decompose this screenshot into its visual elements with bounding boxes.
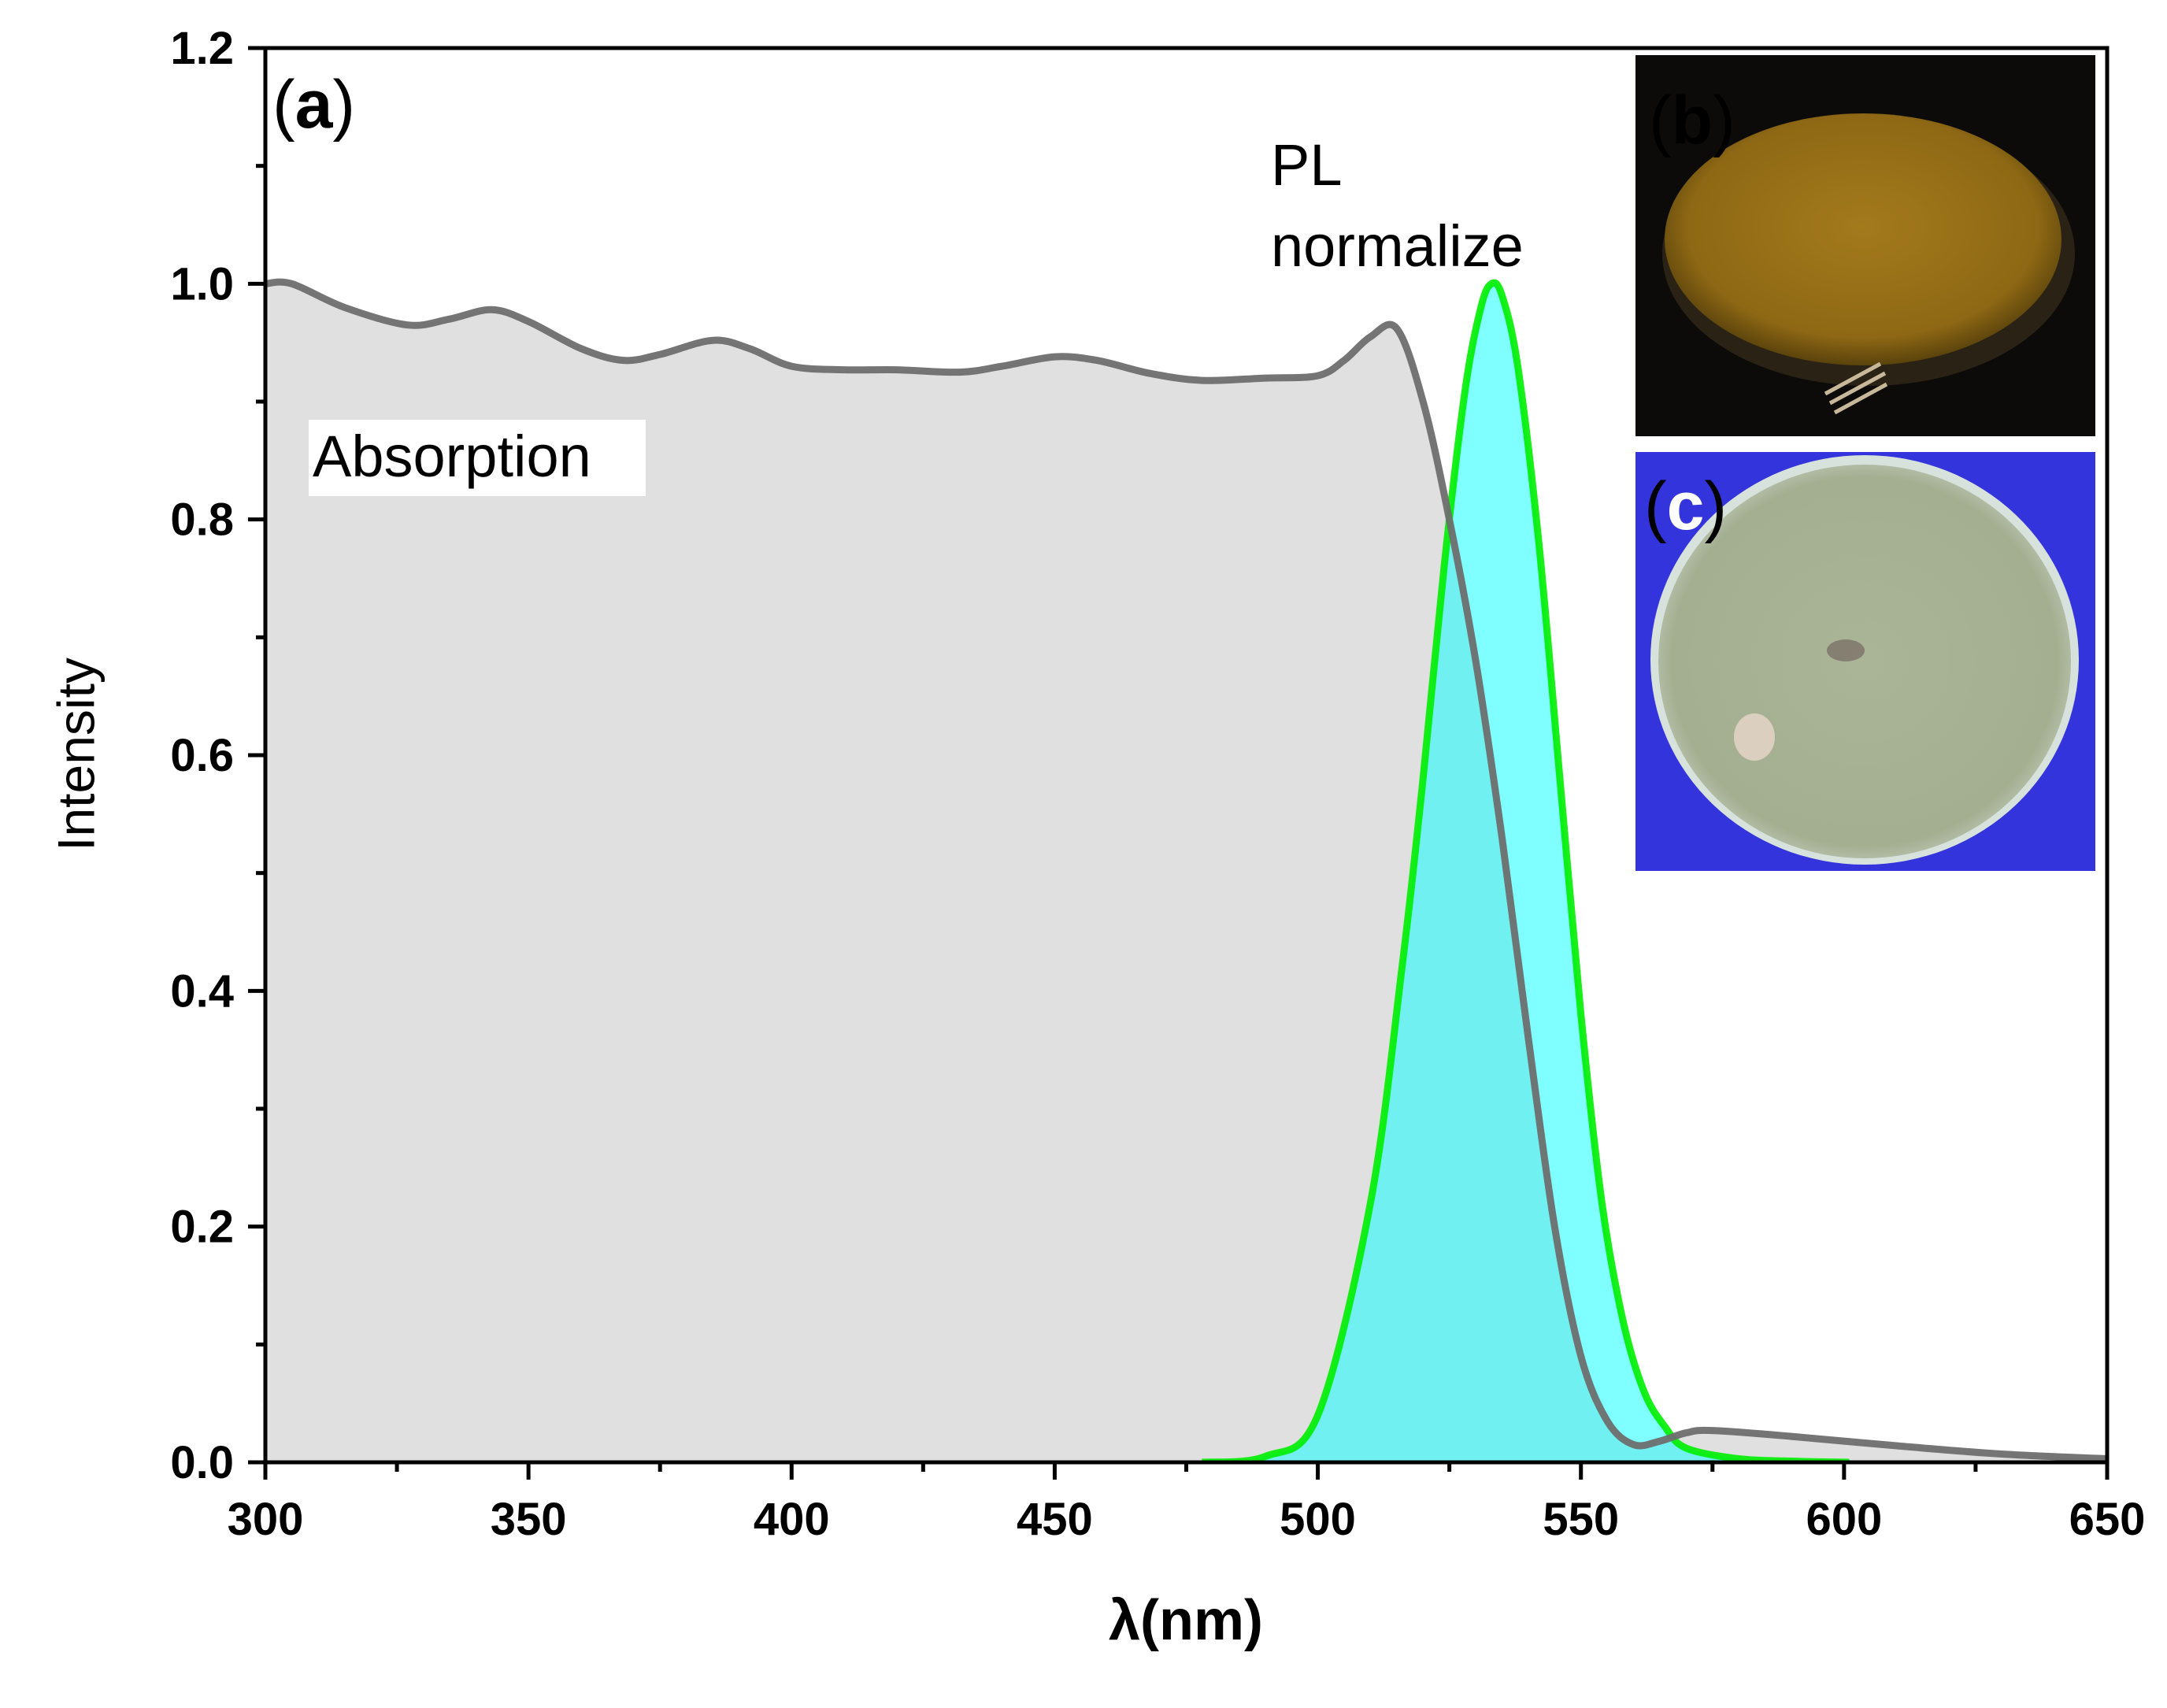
photo-b-tweezers [1824, 361, 1888, 415]
panel-label-a: (a) [272, 67, 355, 143]
photo-b-disc [1665, 113, 2061, 365]
x-tick-label: 600 [1806, 1494, 1882, 1545]
x-tick-label: 550 [1543, 1494, 1619, 1545]
photo-c-light-spot [1734, 713, 1775, 761]
x-tick-label: 300 [228, 1494, 304, 1545]
y-tick-label: 0.8 [170, 495, 234, 546]
photo-b-inset: (b) [1635, 55, 2095, 436]
photo-c-inset: (c) [1635, 452, 2095, 871]
y-tick-label: 1.0 [170, 258, 234, 309]
y-axis-title: Intensity [46, 658, 105, 851]
absorption-area [265, 282, 2107, 1462]
x-tick-label: 450 [1017, 1494, 1093, 1545]
x-tick-label: 650 [2069, 1494, 2146, 1545]
axis-ticks: 300 350 400 450 500 550 600 650 0.0 0.2 0.4 0.6 0.8 1… [170, 23, 2145, 1545]
pl-label-line1: PL [1271, 132, 1343, 198]
y-tick-label: 1.2 [170, 23, 234, 74]
absorption-label-background [309, 420, 646, 496]
pl-area [1202, 283, 1850, 1462]
panel-label-c: (c) [1644, 469, 1727, 544]
photo-c-disc [1658, 465, 2071, 858]
pl-line [1202, 279, 1850, 1462]
photo-c-dark-spot [1827, 639, 1865, 661]
x-tick-label: 400 [754, 1494, 830, 1545]
panel-label-b: (b) [1649, 83, 1735, 158]
y-tick-label: 0.6 [170, 730, 234, 781]
pl-label-line2: normalize [1271, 213, 1524, 279]
plot-area [265, 278, 2107, 1462]
y-tick-label: 0.0 [170, 1437, 234, 1488]
x-axis-title: λ(nm) [1109, 1589, 1263, 1652]
x-tick-label: 350 [491, 1494, 567, 1545]
absorption-line [265, 278, 2107, 1462]
absorption-label: Absorption [313, 424, 591, 489]
y-tick-label: 0.2 [170, 1202, 234, 1253]
y-tick-label: 0.4 [170, 965, 234, 1017]
x-tick-label: 500 [1280, 1494, 1356, 1545]
